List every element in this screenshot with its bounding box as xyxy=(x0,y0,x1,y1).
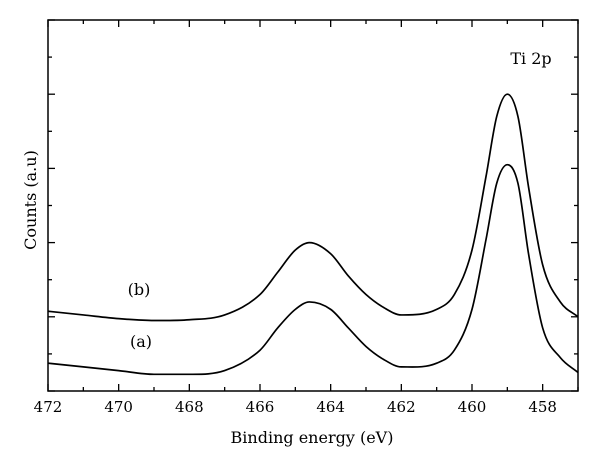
series-label-a: (a) xyxy=(130,332,152,351)
x-tick-label: 460 xyxy=(458,398,487,416)
x-tick-label: 464 xyxy=(316,398,345,416)
x-axis-label: Binding energy (eV) xyxy=(231,428,394,447)
x-tick-label: 468 xyxy=(175,398,204,416)
x-tick-labels: 472 470 468 466 464 462 460 458 xyxy=(34,398,557,416)
series-b-line xyxy=(47,93,579,322)
plot-frame xyxy=(47,19,579,392)
series-label-b: (b) xyxy=(128,280,151,299)
spectra-curves xyxy=(47,93,579,376)
axis-ticks xyxy=(47,19,579,392)
x-tick-label: 470 xyxy=(104,398,133,416)
x-tick-label: 458 xyxy=(528,398,557,416)
series-a-line xyxy=(47,163,579,376)
annotation-ti-2p: Ti 2p xyxy=(510,49,551,68)
plot-area xyxy=(47,19,579,392)
y-axis-label: Counts (a.u) xyxy=(21,150,40,250)
x-tick-label: 462 xyxy=(387,398,416,416)
x-tick-label: 466 xyxy=(246,398,275,416)
x-tick-label: 472 xyxy=(34,398,63,416)
